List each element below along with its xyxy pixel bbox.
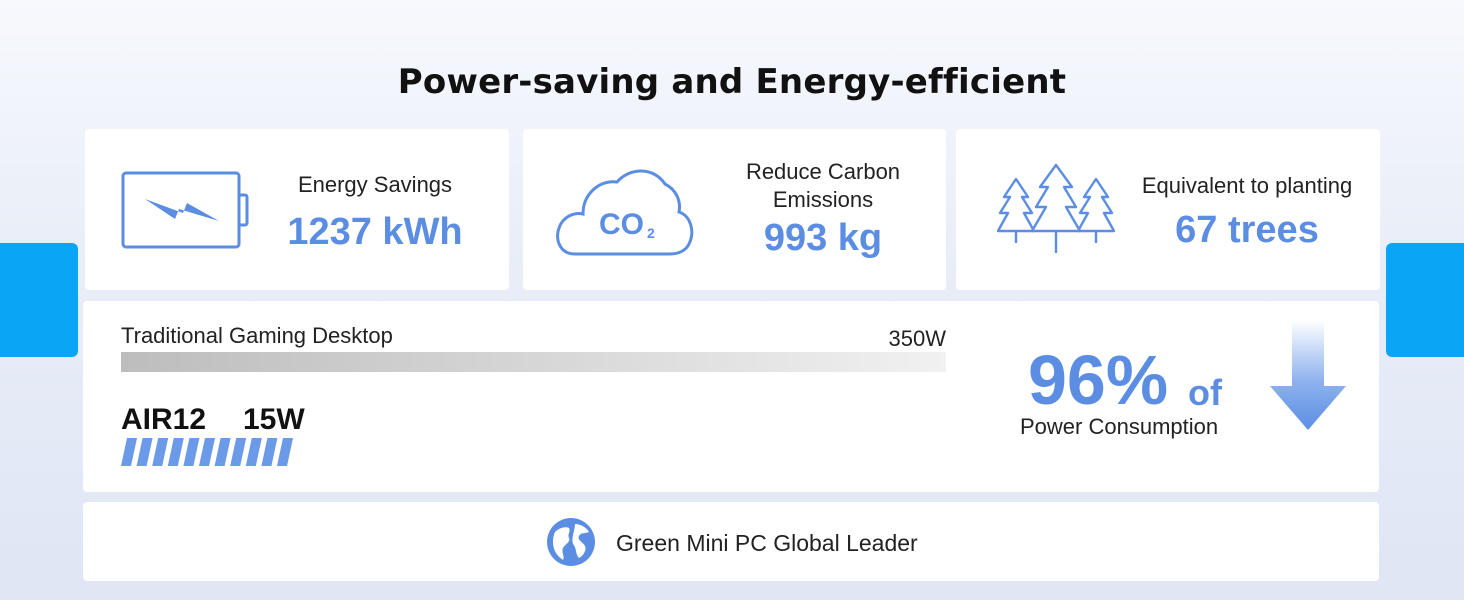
battery-bolt-icon <box>121 171 249 249</box>
air12-watts-label: 15W <box>243 403 305 436</box>
energy-savings-label: Energy Savings <box>297 172 453 197</box>
energy-savings-card: Energy Savings 1237 kWh <box>85 129 509 290</box>
footer-text: Green Mini PC Global Leader <box>616 530 918 556</box>
air12-bar-stripe <box>136 438 153 466</box>
percent-suffix: of <box>1188 372 1222 413</box>
air12-label: AIR12 <box>121 403 207 436</box>
air12-bar-stripe <box>277 438 293 466</box>
percent-value: 96% <box>1028 341 1169 419</box>
traditional-desktop-label: Traditional Gaming Desktop <box>121 323 393 348</box>
carbon-label-line2: Emissions <box>772 187 874 212</box>
air12-bar-stripe <box>230 438 247 466</box>
air12-bar-stripe <box>121 438 137 466</box>
percent-caption: Power Consumption <box>1020 414 1219 439</box>
air12-bar-stripe <box>152 438 169 466</box>
trees-label: Equivalent to planting <box>1141 173 1353 198</box>
trees-card: Equivalent to planting 67 trees <box>956 129 1380 290</box>
co2-text: CO <box>599 208 644 241</box>
carbon-value: 993 kg <box>763 217 883 259</box>
air12-bar-stripe <box>245 438 262 466</box>
co2-subscript: 2 <box>647 225 655 241</box>
left-side-tab <box>0 243 78 357</box>
page-title: Power-saving and Energy-efficient <box>397 62 1067 102</box>
right-side-tab <box>1386 243 1464 357</box>
traditional-watts-label: 350W <box>888 326 946 351</box>
air12-bar-stripe <box>167 438 184 466</box>
power-comparison-card <box>83 301 1379 492</box>
trees-value: 67 trees <box>1175 209 1319 251</box>
air12-bar-stripe <box>261 438 278 466</box>
globe-icon <box>547 518 595 566</box>
air12-bar-stripe <box>214 438 231 466</box>
energy-savings-value: 1237 kWh <box>287 211 463 253</box>
air12-power-bar <box>121 438 293 466</box>
carbon-label-line1: Reduce Carbon <box>745 159 901 184</box>
footer-card <box>83 502 1379 581</box>
trees-icon <box>996 163 1116 253</box>
carbon-emissions-card: CO 2 Reduce Carbon Emissions 993 kg <box>523 129 946 290</box>
air12-bar-stripe <box>199 438 215 466</box>
air12-bar-stripe <box>183 438 200 466</box>
co2-cloud-icon: CO 2 <box>556 169 694 256</box>
traditional-power-bar <box>121 352 946 372</box>
down-arrow-icon <box>1270 320 1346 430</box>
